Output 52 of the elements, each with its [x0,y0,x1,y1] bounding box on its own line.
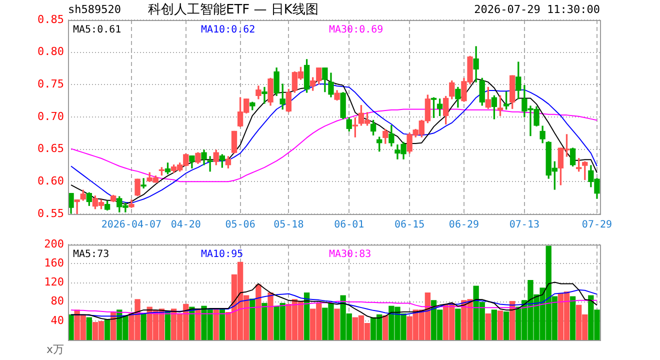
bar [334,308,340,340]
bar [485,313,491,340]
y-tick-label: 80 [50,294,64,308]
bar [570,296,576,340]
text: 2026-07-29 11:30:00 [474,2,600,16]
y-tick-label: 0.80 [38,45,64,58]
text: MA30:0.69 [329,24,384,36]
y-tick-label: 160 [44,256,64,270]
x-tick-label: 07-29 [582,220,612,231]
bar [256,284,262,340]
bar [195,308,201,340]
bar [510,301,516,340]
bar [497,310,504,340]
text: MA10:95 [201,249,244,260]
y-tick-label: 0.65 [38,142,64,156]
x-tick-label: 04-20 [170,220,201,231]
bar [268,292,274,340]
y-tick-label: 0.55 [38,206,64,220]
text: MA5:0.61 [73,24,122,36]
x-tick-label: 05-18 [274,220,304,231]
x-tick-label: 2026-04-07 [101,220,162,231]
text: sh589520 [68,2,121,16]
bar [503,312,510,340]
bar [104,319,110,340]
y-tick-label: 0.75 [38,78,64,91]
bar [86,317,92,340]
bar [382,315,388,340]
bar [455,308,461,340]
bar [140,313,146,340]
text: MA10:0.62 [201,24,256,36]
y-tick-label: 40 [50,314,64,327]
x-tick-label: 06-01 [334,220,364,231]
x-tick-label: 06-15 [394,220,425,231]
y-tick-label: 0.70 [38,110,64,123]
bar [219,308,225,340]
text: MA5:73 [73,249,110,260]
y-tick-label: 200 [44,237,64,250]
bar [189,306,195,340]
y-tick-label: 120 [44,276,64,289]
bar [250,298,256,340]
x-tick-label: 07-13 [509,220,540,231]
x-tick-label: 06-29 [448,220,480,231]
text: x万 [46,342,64,356]
bar [213,308,219,340]
text: MA30:83 [329,249,372,260]
bar [491,310,498,340]
bar [304,292,310,340]
x-tick-label: 05-06 [225,220,256,231]
y-tick-label: 0.60 [38,174,64,188]
chart-title: 科创人工智能ETF — 日K线图 [148,2,318,18]
bar [262,302,268,340]
y-tick-label: 0.85 [38,12,64,26]
